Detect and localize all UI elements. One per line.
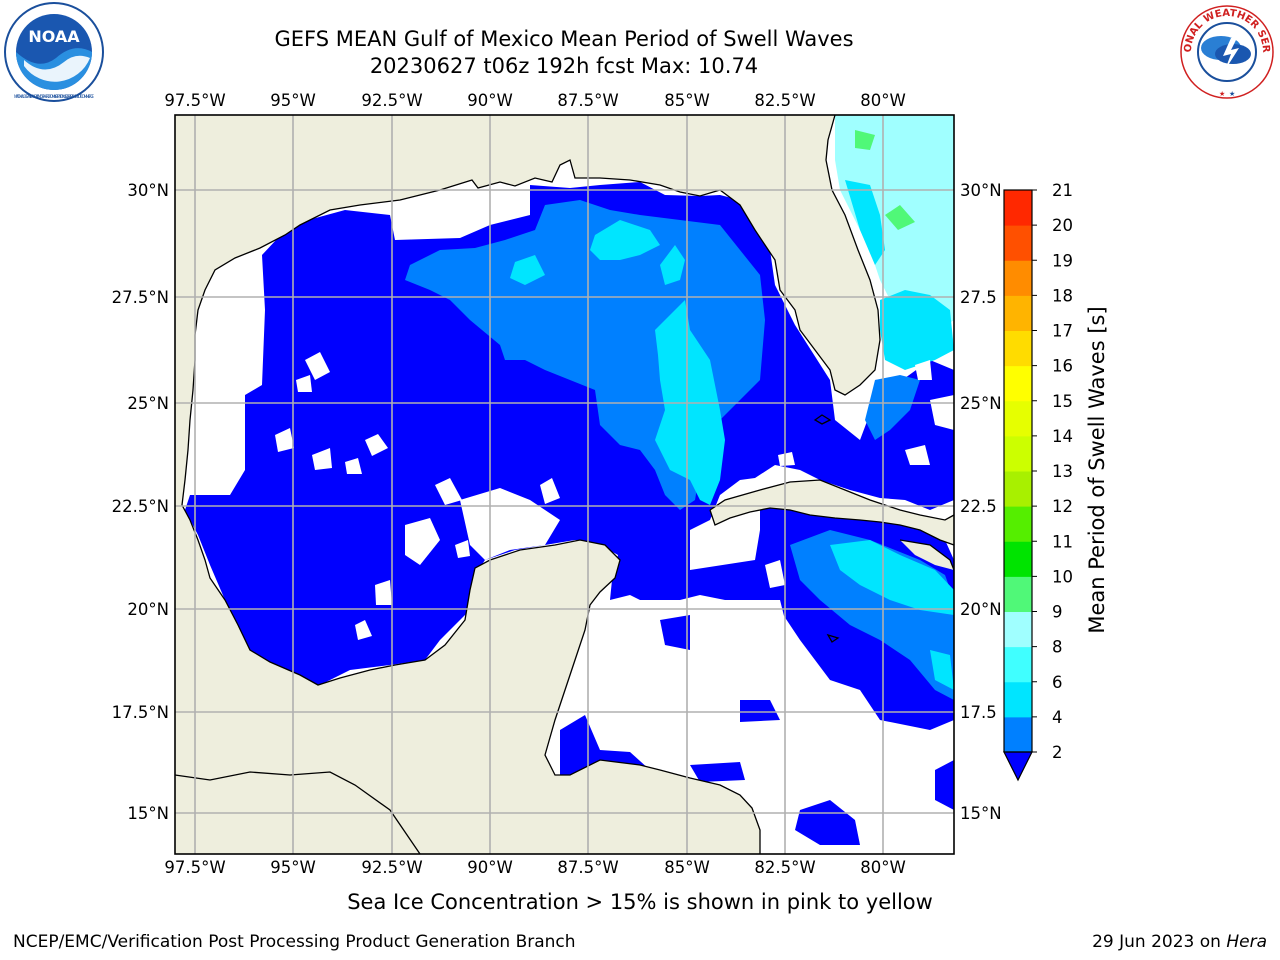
colorbar-tick-label: 12 — [1052, 497, 1073, 516]
colorbar-band — [1004, 365, 1032, 402]
lon-label: 85°W — [664, 858, 710, 877]
lon-label: 90°W — [467, 91, 513, 110]
lon-label: 92.5°W — [361, 858, 422, 877]
colorbar-band — [1004, 295, 1032, 331]
colorbar-tick-label: 16 — [1052, 357, 1073, 376]
lon-label: 87.5°W — [557, 91, 618, 110]
colorbar-band — [1004, 471, 1032, 507]
colorbar — [1003, 189, 1033, 782]
lat-label: 30°N — [960, 181, 1002, 200]
chart-title: GEFS MEAN Gulf of Mexico Mean Period of … — [274, 27, 854, 51]
colorbar-band — [1004, 646, 1032, 683]
noaa-logo: NOAA NATIONAL OCEANIC AND ATMOSPHERIC AD… — [4, 2, 104, 102]
colorbar-band — [1004, 506, 1032, 542]
lon-labels-bottom: 97.5°W 95°W 92.5°W 90°W 87.5°W 85°W 82.5… — [164, 858, 905, 877]
lon-labels-top: 97.5°W 95°W 92.5°W 90°W 87.5°W 85°W 82.5… — [164, 91, 905, 110]
colorbar-tick-label: 15 — [1052, 392, 1073, 411]
svg-text:NOAA: NOAA — [28, 27, 80, 46]
date-line: 29 Jun 2023 on Hera — [1092, 932, 1267, 952]
colorbar-band — [1004, 435, 1032, 472]
colorbar-band — [1004, 611, 1032, 648]
sea-ice-note: Sea Ice Concentration > 15% is shown in … — [347, 890, 933, 914]
colorbar-ticks: 2 4 6 8 9 10 11 12 13 14 15 16 17 18 19 20 21 — [1032, 181, 1073, 762]
lon-label: 82.5°W — [754, 858, 815, 877]
lon-label: 97.5°W — [164, 91, 225, 110]
colorbar-tick-label: 8 — [1052, 638, 1063, 657]
lat-label: 25°N — [960, 394, 1002, 413]
credit-line: NCEP/EMC/Verification Post Processing Pr… — [13, 932, 576, 952]
colorbar-tick-label: 4 — [1052, 708, 1063, 727]
colorbar-band — [1004, 681, 1032, 718]
lat-labels-left: 30°N 27.5°N 25°N 22.5°N 20°N 17.5°N 15°N — [112, 181, 169, 823]
colorbar-tick-label: 11 — [1052, 532, 1073, 551]
lat-label: 17.5°N — [112, 703, 169, 722]
svg-text:NATIONAL OCEANIC AND ATMOSPHER: NATIONAL OCEANIC AND ATMOSPHERIC ADMINIS… — [14, 94, 94, 99]
svg-text:★: ★ — [1229, 90, 1235, 98]
lon-label: 82.5°W — [754, 91, 815, 110]
lon-label: 97.5°W — [164, 858, 225, 877]
swell-period-field — [175, 115, 954, 854]
host-name: Hera — [1226, 932, 1267, 952]
svg-text:★: ★ — [1219, 90, 1225, 98]
colorbar-band — [1004, 225, 1032, 261]
colorbar-band — [1004, 330, 1032, 367]
colorbar-tick-label: 6 — [1052, 673, 1063, 692]
lat-label: 15°N — [960, 804, 1002, 823]
colorbar-tick-label: 10 — [1052, 567, 1073, 586]
lat-label: 22.5°N — [112, 497, 169, 516]
colorbar-tick-label: 17 — [1052, 322, 1073, 341]
colorbar-band — [1004, 716, 1032, 753]
map-frame — [174, 114, 955, 855]
lon-label: 95°W — [270, 858, 316, 877]
lat-labels-right: 30°N 27.5 25°N 22.5 20°N 17.5 15°N — [960, 181, 1002, 823]
colorbar-tick-label: 19 — [1052, 251, 1073, 270]
chart-subtitle: 20230627 t06z 192h fcst Max: 10.74 — [369, 54, 759, 78]
lat-label: 20°N — [127, 600, 169, 619]
colorbar-label: Mean Period of Swell Waves [s] — [1085, 306, 1109, 634]
lon-label: 85°W — [664, 91, 710, 110]
lon-label: 90°W — [467, 858, 513, 877]
colorbar-band — [1004, 541, 1032, 577]
lon-label: 87.5°W — [557, 858, 618, 877]
lat-label: 17.5 — [960, 703, 997, 722]
lat-label: 30°N — [127, 181, 169, 200]
colorbar-band — [1004, 260, 1032, 296]
lat-label: 25°N — [127, 394, 169, 413]
colorbar-band — [1004, 190, 1032, 226]
colorbar-band — [1004, 576, 1032, 612]
lon-label: 80°W — [860, 858, 906, 877]
lat-label: 27.5 — [960, 288, 997, 307]
lon-label: 80°W — [860, 91, 906, 110]
colorbar-tick-label: 18 — [1052, 286, 1073, 305]
lat-label: 15°N — [127, 804, 169, 823]
colorbar-band — [1004, 400, 1032, 437]
colorbar-tick-label: 21 — [1052, 181, 1073, 200]
lat-label: 22.5 — [960, 497, 997, 516]
colorbar-tick-label: 14 — [1052, 427, 1073, 446]
colorbar-tick-label: 13 — [1052, 462, 1073, 481]
colorbar-tick-label: 2 — [1052, 743, 1063, 762]
lon-label: 92.5°W — [361, 91, 422, 110]
gridlines — [175, 115, 954, 854]
nws-logo: NATIONAL WEATHER SERVICE ★ ★ — [1177, 2, 1274, 99]
lon-label: 95°W — [270, 91, 316, 110]
land — [175, 115, 954, 854]
lat-label: 27.5°N — [112, 288, 169, 307]
colorbar-extend-triangle — [1003, 751, 1033, 782]
colorbar-tick-label: 9 — [1052, 603, 1063, 622]
lat-label: 20°N — [960, 600, 1002, 619]
colorbar-tick-label: 20 — [1052, 216, 1073, 235]
